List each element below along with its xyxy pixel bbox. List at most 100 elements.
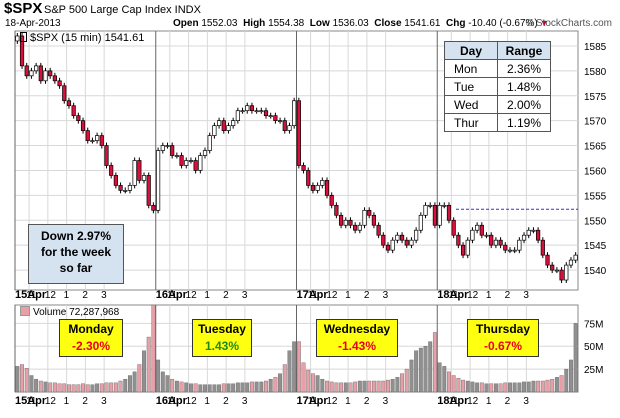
x-tick-label: 17Apr xyxy=(297,289,329,301)
candle-body xyxy=(263,110,269,117)
range-table-row: Tue 1.48% xyxy=(444,77,551,96)
daily-change-value: 1.43% xyxy=(204,339,240,353)
volume-tick-label: 50M xyxy=(584,342,603,353)
y-tick-label: 1545 xyxy=(584,241,607,252)
volume-bar xyxy=(207,384,212,393)
volume-bar xyxy=(287,350,292,393)
candle-body xyxy=(170,145,175,156)
volume-bar xyxy=(343,382,348,393)
candle-body xyxy=(531,229,536,232)
y-tick-label: 1555 xyxy=(584,191,607,202)
volume-bar xyxy=(367,380,372,393)
volume-x-tick-label: 3 xyxy=(242,396,248,407)
x-tick-label: 1 xyxy=(345,290,351,301)
candle-body xyxy=(57,80,62,87)
volume-bar xyxy=(254,381,259,393)
volume-bar xyxy=(127,375,132,393)
range-day: Tue xyxy=(444,77,498,96)
volume-bar xyxy=(249,381,254,393)
candle-body xyxy=(292,100,297,126)
candle-body xyxy=(123,190,128,192)
volume-bar xyxy=(52,382,57,393)
volume-bar xyxy=(428,341,433,393)
volume-bar xyxy=(221,383,226,393)
candle-body xyxy=(460,244,466,256)
volume-x-tick-label: 2 xyxy=(364,396,370,407)
volume-bar xyxy=(29,375,34,393)
candle-body xyxy=(348,219,353,226)
x-tick-label: 11 xyxy=(26,290,37,301)
volume-bar xyxy=(475,382,480,393)
range-table-head: Day xyxy=(444,41,498,60)
volume-bar xyxy=(113,382,118,393)
volume-bar xyxy=(48,382,53,393)
candle-body xyxy=(235,110,240,122)
range-value: 2.36% xyxy=(497,59,551,78)
candle-body xyxy=(484,234,489,237)
candle-body xyxy=(156,150,161,211)
candle-body xyxy=(437,204,442,226)
volume-x-tick-label: 12 xyxy=(45,396,57,407)
candle-body xyxy=(296,100,301,166)
volume-bar xyxy=(95,383,100,393)
volume-x-tick-label: 1 xyxy=(204,396,210,407)
volume-bar xyxy=(545,379,550,393)
volume-bar xyxy=(71,384,76,393)
volume-bar xyxy=(447,371,451,393)
open-value: 1552.03 xyxy=(201,18,238,29)
volume-bar xyxy=(418,347,423,393)
x-tick-label: 2 xyxy=(82,290,88,301)
symbol: $SPX xyxy=(4,0,43,17)
volume-x-tick-label: 1 xyxy=(345,396,351,407)
volume-bar xyxy=(85,384,90,393)
volume-bar xyxy=(235,382,240,393)
volume-bar xyxy=(67,384,71,393)
volume-bar xyxy=(57,383,62,393)
volume-bar xyxy=(395,377,400,393)
candle-body xyxy=(381,234,386,246)
candle-body xyxy=(550,264,555,271)
x-tick-label: 11 xyxy=(308,290,319,301)
volume-bar xyxy=(38,380,43,393)
volume-bar xyxy=(522,381,526,393)
volume-bar xyxy=(484,383,489,393)
candle-body xyxy=(71,105,76,117)
x-tick-label: 3 xyxy=(101,290,107,301)
candle-body xyxy=(259,110,264,113)
volume-bar xyxy=(170,378,175,393)
candle-body xyxy=(540,239,545,256)
volume-bar xyxy=(34,378,39,393)
candle-body xyxy=(507,249,513,252)
volume-bar xyxy=(132,371,137,393)
volume-bar xyxy=(99,383,104,393)
y-tick-label: 1570 xyxy=(584,117,607,128)
volume-bar xyxy=(123,378,128,393)
volume-bar xyxy=(489,383,494,393)
candle-body xyxy=(198,155,203,171)
volume-bar xyxy=(573,323,578,393)
legend-volume-icon xyxy=(20,306,30,316)
close-value: 1541.61 xyxy=(404,18,441,29)
volume-bar xyxy=(508,382,512,393)
down-arrow-icon: ▼ xyxy=(539,18,549,28)
y-tick-label: 1565 xyxy=(584,142,607,153)
candle-body xyxy=(48,70,53,77)
candle-body xyxy=(207,135,212,151)
volume-x-tick-label: 12 xyxy=(186,396,198,407)
candle-body xyxy=(536,229,541,241)
candle-body xyxy=(132,160,137,186)
range-table-row: Mon 2.36% xyxy=(444,59,551,78)
volume-bar xyxy=(479,382,484,393)
candle-body xyxy=(512,249,517,252)
range-value: 1.19% xyxy=(497,113,551,132)
x-tick-label: 3 xyxy=(523,290,529,301)
candle-body xyxy=(517,239,522,251)
volume-bar xyxy=(329,381,334,393)
x-tick-label: 3 xyxy=(383,290,389,301)
candle-body xyxy=(493,239,498,246)
y-tick-label: 1560 xyxy=(584,166,607,177)
daily-change-value: -1.43% xyxy=(337,339,377,353)
candle-body xyxy=(564,264,569,281)
x-tick-label: 12 xyxy=(45,290,57,301)
price-panel-title: $SPX (15 min) 1541.61 xyxy=(20,32,144,44)
